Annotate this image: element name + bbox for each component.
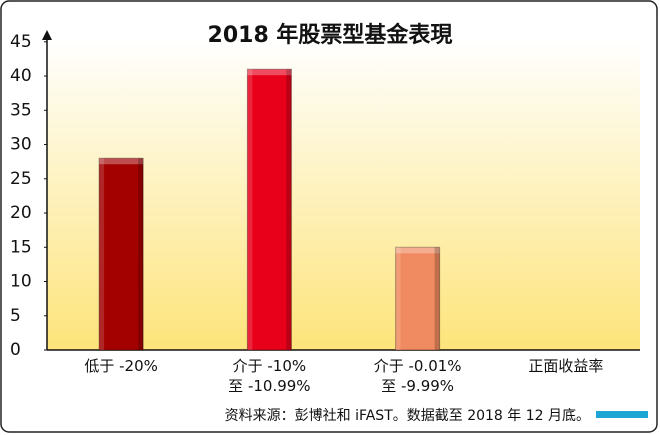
y-tick-label: 0 bbox=[10, 340, 21, 360]
y-tick-label: 35 bbox=[10, 100, 32, 120]
chart-title: 2018 年股票型基金表現 bbox=[208, 22, 453, 48]
y-tick-label: 15 bbox=[10, 237, 32, 257]
bar bbox=[98, 157, 144, 351]
bar-bevel bbox=[138, 158, 144, 350]
x-tick-label: 正面收益率 bbox=[528, 357, 604, 375]
y-tick-label: 20 bbox=[10, 203, 32, 223]
bar-bevel bbox=[99, 158, 105, 350]
bar-bevel bbox=[286, 69, 292, 350]
x-tick-label: 介于 -0.01% 至 -9.99% bbox=[373, 357, 462, 395]
x-tick-label: 低于 -20% bbox=[84, 357, 158, 375]
source-note: 资料来源：彭博社和 iFAST。数据截至 2018 年 12 月底。 bbox=[225, 407, 590, 424]
y-tick-label: 25 bbox=[10, 169, 32, 189]
y-tick-label: 10 bbox=[10, 272, 32, 292]
y-tick-label: 5 bbox=[10, 306, 21, 326]
y-tick-label: 40 bbox=[10, 66, 32, 86]
bar bbox=[246, 68, 292, 351]
x-tick-label: 介于 -10% 至 -10.99% bbox=[228, 357, 311, 395]
y-tick-label: 45 bbox=[10, 32, 32, 52]
axis-arrow bbox=[42, 30, 52, 40]
bar-bevel bbox=[434, 247, 440, 350]
y-tick-label: 30 bbox=[10, 135, 32, 155]
bar-bevel bbox=[395, 247, 401, 350]
bar-bevel bbox=[247, 69, 292, 76]
plot-area bbox=[47, 40, 640, 350]
bar bbox=[395, 246, 441, 351]
bar-bevel bbox=[247, 69, 253, 350]
brand-bar bbox=[596, 411, 648, 418]
bar-bevel bbox=[395, 247, 440, 254]
bar-bevel bbox=[99, 158, 144, 165]
